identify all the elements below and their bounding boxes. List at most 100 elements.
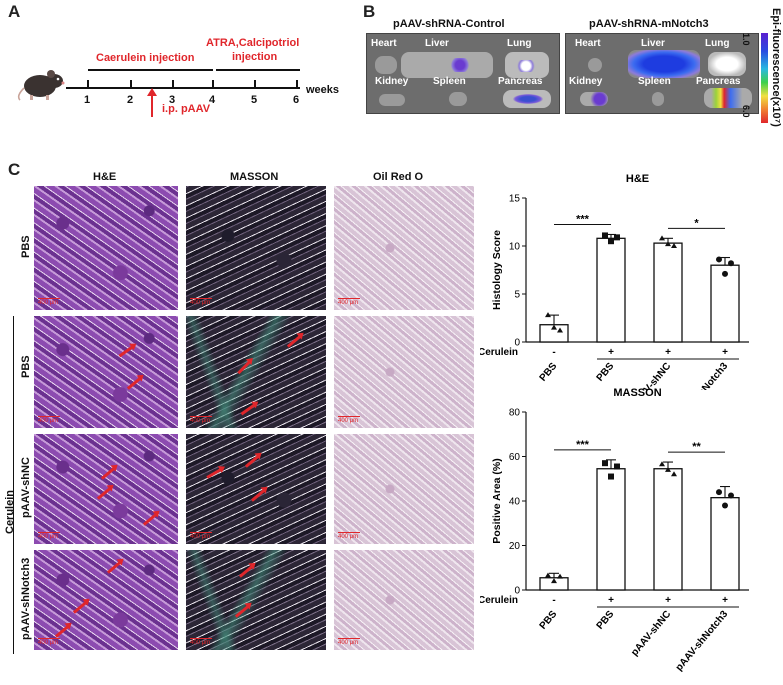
organ-pancreas xyxy=(704,88,752,108)
micrograph-oil-shnc: 400 μm xyxy=(334,434,474,544)
treatment-sign: + xyxy=(665,595,671,606)
mouse-icon xyxy=(16,66,68,102)
group-title-control: pAAV-shRNA-Control xyxy=(393,18,505,30)
bar xyxy=(653,242,683,343)
bar xyxy=(653,468,683,591)
arrow-marker xyxy=(118,345,134,358)
data-point xyxy=(671,471,677,477)
treatment-sign: + xyxy=(722,347,728,358)
significance-label: * xyxy=(694,217,699,229)
micrograph-oil-pbs: 400 μm xyxy=(334,186,474,310)
treatment-label: Cerulein xyxy=(480,347,518,358)
organ-lung xyxy=(505,52,549,78)
label-kidney-control: Kidney xyxy=(375,76,409,87)
data-point xyxy=(557,573,563,579)
x-tick-label: PBS xyxy=(595,361,617,384)
micrograph-he-cerulein-pbs: 400 μm xyxy=(34,316,178,428)
micrograph-he-pbs: 400 μm xyxy=(34,186,178,310)
label-kidney-notch3: Kidney xyxy=(569,76,603,87)
arrow-marker xyxy=(250,489,266,502)
organ-pancreas xyxy=(503,90,551,108)
arrow-marker xyxy=(142,513,158,526)
tick-6: 6 xyxy=(293,94,300,106)
data-point xyxy=(722,502,728,509)
data-point xyxy=(602,232,608,239)
scale-bar: 400 μm xyxy=(190,532,213,540)
x-tick-label: pAAV-shNC xyxy=(629,609,673,658)
data-point xyxy=(557,327,563,333)
scale-bar: 400 μm xyxy=(338,298,361,306)
label-lung-notch3: Lung xyxy=(705,38,730,49)
arrow-marker xyxy=(206,468,222,479)
tick-5: 5 xyxy=(251,94,258,106)
data-point xyxy=(608,473,614,480)
data-point xyxy=(608,238,614,245)
y-tick-label: 40 xyxy=(509,497,521,508)
treatment-sign: + xyxy=(665,347,671,358)
data-point xyxy=(722,270,728,277)
bar xyxy=(710,497,740,591)
arrow-marker xyxy=(106,561,122,574)
label-heart-notch3: Heart xyxy=(575,38,601,49)
arrow-marker xyxy=(240,403,256,416)
data-point xyxy=(545,572,551,578)
atra-phase-label-2: injection xyxy=(232,51,278,63)
data-point xyxy=(716,256,722,263)
masson-area-chart: MASSON 0 20 40 60 80 Positive Area (%) - PBS + PBS… xyxy=(480,387,749,674)
organ-spleen xyxy=(652,92,664,106)
injection-label: i.p. pAAV xyxy=(162,103,211,115)
data-point xyxy=(716,489,722,496)
y-tick-label: 0 xyxy=(514,338,520,349)
treatment-sign: + xyxy=(722,595,728,606)
organ-heart xyxy=(375,56,397,74)
treatment-sign: + xyxy=(608,347,614,358)
y-axis-label: Histology Score xyxy=(491,230,503,310)
micrograph-oil-cerulein-pbs: 400 μm xyxy=(334,316,474,428)
timeline xyxy=(66,32,366,122)
organ-heart xyxy=(588,58,602,72)
x-tick-label: pAAV-shNotch3 xyxy=(674,609,731,674)
cerulein-bracket xyxy=(13,316,14,654)
scale-bar: 400 μm xyxy=(190,638,213,646)
arrow-marker xyxy=(72,601,88,614)
y-tick-label: 20 xyxy=(509,541,521,552)
label-liver-control: Liver xyxy=(425,38,449,49)
data-point xyxy=(728,260,734,267)
micrograph-masson-shnc: 400 μm xyxy=(186,434,326,544)
scale-bar: 400 μm xyxy=(338,416,361,424)
stain-header-he: H&E xyxy=(93,171,117,183)
ivis-image-notch3 xyxy=(565,33,759,114)
micrograph-oil-shnotch3: 400 μm xyxy=(334,550,474,650)
colorbar-min: 6.0 xyxy=(741,105,751,118)
organ-lung xyxy=(708,52,746,76)
arrow-marker xyxy=(54,625,70,638)
scale-bar: 400 μm xyxy=(338,638,361,646)
label-spleen-notch3: Spleen xyxy=(638,76,671,87)
scale-bar: 400 μm xyxy=(38,416,61,424)
arrow-marker xyxy=(237,360,251,375)
organ-kidney xyxy=(580,92,608,106)
label-pancreas-notch3: Pancreas xyxy=(696,76,741,87)
data-point xyxy=(728,492,734,499)
y-tick-label: 10 xyxy=(509,242,521,253)
label-liver-notch3: Liver xyxy=(641,38,665,49)
row-label-shnotch3: pAAV-shNotch3 xyxy=(20,557,32,640)
scale-bar: 400 μm xyxy=(38,298,61,306)
significance-label: *** xyxy=(576,439,590,451)
data-point xyxy=(614,234,620,241)
atra-phase-label-1: ATRA,Calcipotriol xyxy=(206,37,300,49)
treatment-label: Cerulein xyxy=(480,595,518,606)
y-tick-label: 80 xyxy=(509,408,521,419)
treatment-sign: - xyxy=(552,347,555,358)
row-label-shnc: pAAV-shNC xyxy=(20,457,32,518)
data-point xyxy=(659,461,665,467)
y-tick-label: 60 xyxy=(509,452,521,463)
data-point xyxy=(545,312,551,318)
y-axis-label: Positive Area (%) xyxy=(491,458,503,543)
arrow-marker xyxy=(286,335,302,348)
organ-liver xyxy=(628,50,700,78)
bar xyxy=(596,468,626,591)
treatment-sign: - xyxy=(552,595,555,606)
arrow-marker xyxy=(126,377,142,390)
arrow-marker xyxy=(234,605,250,618)
